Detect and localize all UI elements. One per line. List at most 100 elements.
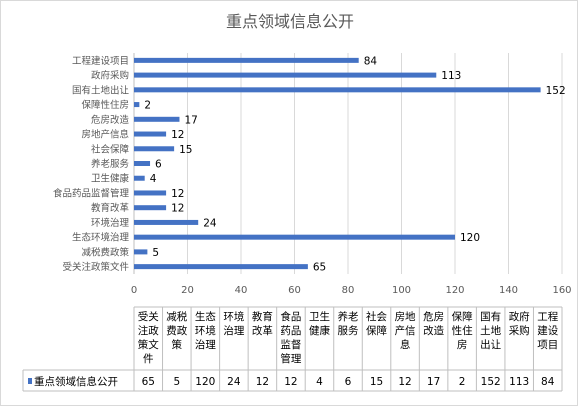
- data-table: 受关注政策文件65减税费政策5生态环境治理120环境治理24教育改革12食品药品…: [22, 306, 563, 392]
- data-label: 5: [152, 247, 159, 259]
- table-header-cell: 保障: [366, 324, 387, 337]
- table-header-cell: 息: [400, 338, 411, 351]
- table-header-cell: 受关: [138, 310, 159, 323]
- data-label: 4: [150, 173, 157, 185]
- table-header-cell: 改革: [252, 324, 273, 337]
- table-header-cell: 治理: [195, 338, 216, 351]
- data-label: 120: [460, 232, 480, 244]
- x-tick-label: 0: [131, 285, 137, 296]
- bar: [134, 116, 180, 122]
- data-label: 15: [179, 144, 192, 156]
- category-label: 生态环境治理: [72, 232, 130, 244]
- data-label: 17: [184, 114, 197, 126]
- table-value-cell: 12: [256, 376, 269, 388]
- table-value-cell: 15: [370, 376, 383, 388]
- category-label: 教育改革: [91, 202, 130, 214]
- table-value-cell: 5: [173, 376, 180, 388]
- table-header-cell: 环境: [223, 310, 244, 323]
- table-header-cell: 食品: [280, 310, 301, 323]
- data-label: 152: [546, 85, 566, 97]
- table-header-cell: 治理: [223, 324, 244, 337]
- bar: [134, 57, 359, 63]
- data-label: 12: [171, 203, 184, 215]
- bar: [134, 87, 541, 93]
- x-tick-label: 120: [445, 285, 464, 296]
- x-tick-label: 100: [392, 285, 411, 296]
- x-tick-label: 40: [235, 285, 248, 296]
- category-label: 减税费政策: [81, 246, 129, 258]
- table-value-cell: 6: [345, 376, 352, 388]
- bar: [134, 205, 167, 211]
- table-header-cell: 采购: [509, 324, 530, 337]
- data-label: 2: [144, 100, 151, 112]
- bar: [134, 190, 167, 196]
- x-tick-label: 20: [181, 285, 194, 296]
- table-header-cell: 注政: [138, 324, 159, 337]
- table-value-cell: 120: [195, 376, 215, 388]
- table-value-cell: 4: [316, 376, 323, 388]
- table-header-cell: 费政: [166, 324, 187, 337]
- bar: [134, 102, 140, 108]
- category-label: 国有土地出让: [72, 84, 130, 96]
- bar: [134, 131, 167, 137]
- category-label: 养老服务: [91, 158, 130, 170]
- table-header-cell: 改造: [423, 324, 444, 337]
- category-label: 房地产信息: [81, 129, 129, 141]
- x-tick-label: 60: [288, 285, 301, 296]
- table-header-cell: 管理: [280, 352, 301, 365]
- table-value-cell: 65: [142, 376, 155, 388]
- x-tick-labels: 0 20 40 60 80 100 120 140 160: [131, 285, 572, 296]
- category-label: 工程建设项目: [72, 55, 129, 67]
- table-header-cell: 房地: [395, 310, 416, 323]
- table-header-cell: 国有: [480, 310, 501, 323]
- table-header-cell: 养老: [338, 310, 359, 323]
- bar: [134, 175, 145, 181]
- bar: [134, 161, 151, 166]
- table-value-cell: 84: [541, 376, 555, 388]
- x-tick-label: 140: [499, 285, 518, 296]
- bar: [134, 72, 437, 78]
- table-value-cell: 24: [227, 376, 241, 388]
- table-header-cell: 教育: [252, 310, 273, 323]
- category-label: 食品药品监督管理: [53, 187, 130, 199]
- table-header-cell: 出让: [480, 338, 501, 351]
- table-header-cell: 策: [172, 338, 183, 351]
- legend-key: [28, 378, 32, 384]
- table-header-cell: 房: [457, 338, 468, 351]
- x-tick-label: 160: [552, 285, 571, 296]
- table-header-cell: 项目: [537, 339, 558, 351]
- bars: [134, 57, 541, 270]
- table-header-cell: 件: [143, 353, 154, 365]
- table-header-cell: 监督: [280, 338, 301, 351]
- table-header-cell: 土地: [480, 324, 501, 337]
- data-label: 65: [313, 262, 326, 274]
- category-label: 社会保障: [91, 143, 130, 155]
- table-header-cell: 社会: [366, 310, 387, 323]
- table-value-cell: 113: [509, 376, 529, 388]
- data-label: 12: [171, 188, 184, 200]
- series-name: 重点领域信息公开: [34, 375, 118, 388]
- table-header-cell: 产信: [395, 324, 416, 337]
- table-header-cell: 药品: [280, 325, 301, 337]
- table-header-cell: 服务: [338, 324, 359, 337]
- table-header-cell: 卫生: [309, 310, 330, 323]
- table-value-cell: 12: [284, 376, 297, 388]
- table-header-cell: 保障: [452, 310, 473, 323]
- category-label: 受关注政策文件: [62, 261, 129, 273]
- table-header-cell: 危房: [423, 310, 444, 323]
- category-label: 卫生健康: [91, 173, 130, 185]
- x-tick-label: 80: [342, 285, 355, 296]
- table-header-cell: 策文: [138, 338, 159, 351]
- table-header-cell: 建设: [537, 324, 558, 337]
- category-label: 环境治理: [91, 217, 130, 229]
- category-label: 保障性住房: [81, 99, 129, 111]
- bar: [134, 219, 199, 225]
- table-header-cell: 性住: [452, 324, 473, 337]
- category-labels: 受关注政策文件 减税费政策 生态环境治理 环境治理 教育改革 食品药品监督管理 卫生健康 养老…: [53, 55, 130, 273]
- data-label: 113: [441, 70, 461, 82]
- bar: [134, 146, 175, 152]
- grid-lines: [133, 53, 563, 274]
